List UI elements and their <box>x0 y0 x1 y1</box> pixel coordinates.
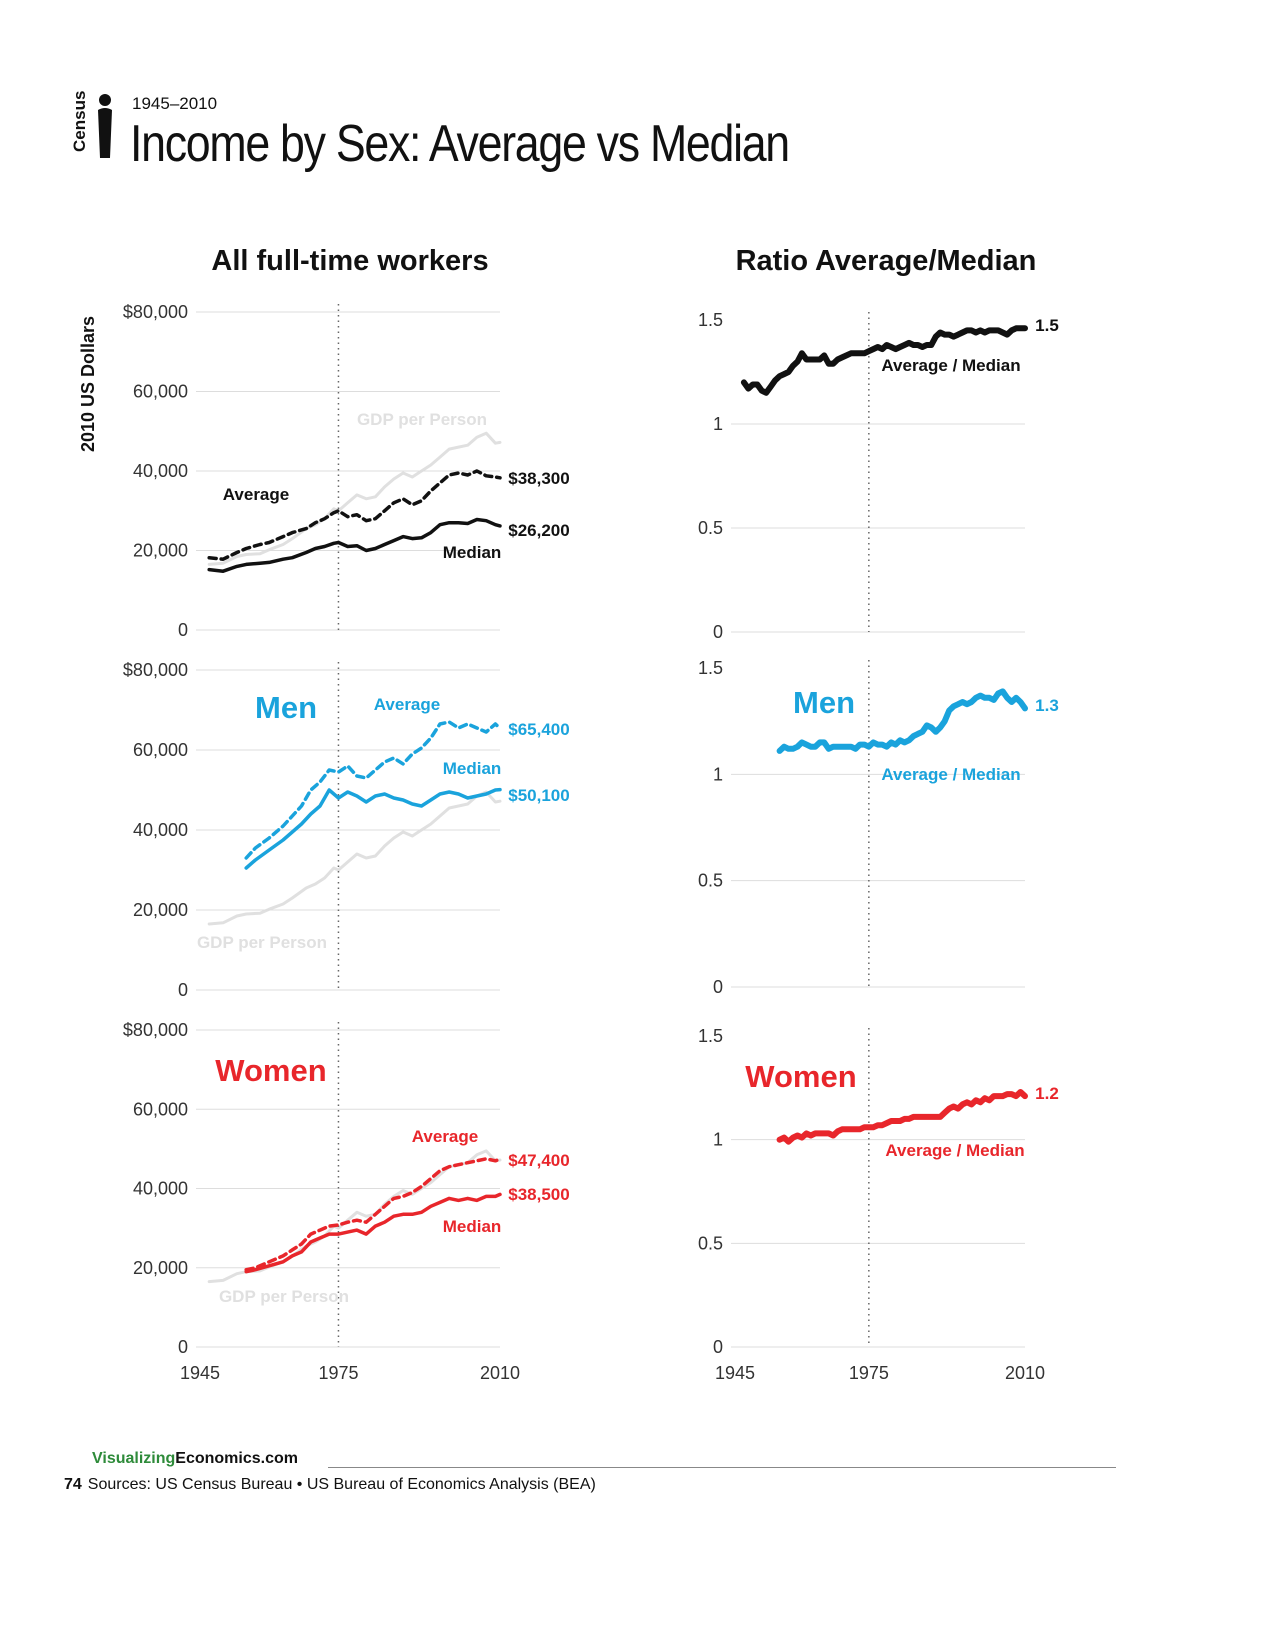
y-tick-label: 60,000 <box>133 382 188 402</box>
y-tick-label: 40,000 <box>133 461 188 481</box>
y-tick-label: 0 <box>178 620 188 640</box>
gdp-label: GDP per Person <box>197 933 327 952</box>
brand-suffix: Economics.com <box>175 1450 298 1467</box>
y-tick-label: 1.5 <box>698 658 723 678</box>
y-tick-label: 40,000 <box>133 820 188 840</box>
sources-text: Sources: US Census Bureau • US Bureau of… <box>87 1476 596 1493</box>
median-end-value: $38,500 <box>508 1185 569 1204</box>
ratio-label: Average / Median <box>885 1141 1024 1160</box>
gdp-label: GDP per Person <box>357 410 487 429</box>
y-tick-label: $80,000 <box>123 1020 188 1040</box>
ratio-end-value: 1.5 <box>1035 316 1059 335</box>
y-tick-label: 0 <box>178 980 188 1000</box>
group-label: Women <box>215 1053 326 1088</box>
average-end-value: $47,400 <box>508 1151 569 1170</box>
y-tick-label: 60,000 <box>133 1099 188 1119</box>
person-icon <box>98 94 112 158</box>
y-tick-label: 60,000 <box>133 740 188 760</box>
average-end-value: $38,300 <box>508 469 569 488</box>
footer-brand[interactable]: VisualizingEconomics.com <box>92 1450 298 1468</box>
census-logo: Census <box>70 91 126 172</box>
brand-prefix: Visualizing <box>92 1450 176 1467</box>
group-label: Men <box>255 690 317 725</box>
y-tick-label: 1 <box>713 1130 723 1150</box>
x-tick-label: 1975 <box>849 1363 889 1383</box>
x-tick-label: 1945 <box>715 1363 755 1383</box>
ratio-line <box>776 1089 1028 1145</box>
average-line <box>244 720 502 860</box>
y-tick-label: 0.5 <box>698 518 723 538</box>
x-tick-label: 1975 <box>318 1363 358 1383</box>
y-tick-label: 1.5 <box>698 1026 723 1046</box>
y-axis-label: 2010 US Dollars <box>78 316 98 452</box>
ratio-line <box>740 325 1028 396</box>
average-label: Average <box>374 695 440 714</box>
y-tick-label: 1 <box>713 414 723 434</box>
page-title: Income by Sex: Average vs Median <box>130 115 790 173</box>
ratio-end-value: 1.2 <box>1035 1084 1059 1103</box>
y-tick-label: 20,000 <box>133 541 188 561</box>
y-tick-label: 0 <box>178 1337 188 1357</box>
median-label: Median <box>443 759 502 778</box>
year-range: 1945–2010 <box>132 94 218 113</box>
y-tick-label: 0.5 <box>698 871 723 891</box>
median-line <box>244 787 502 870</box>
gdp-line <box>207 431 502 566</box>
ratio-end-value: 1.3 <box>1035 696 1059 715</box>
page-number: 74 <box>64 1476 82 1493</box>
y-tick-label: 40,000 <box>133 1179 188 1199</box>
ratio-label: Average / Median <box>881 356 1020 375</box>
y-tick-label: 20,000 <box>133 900 188 920</box>
right-column-title: Ratio Average/Median <box>736 245 1037 277</box>
y-tick-label: 20,000 <box>133 1258 188 1278</box>
median-line <box>244 1192 502 1274</box>
y-tick-label: 0 <box>713 622 723 642</box>
ratio-label: Average / Median <box>881 765 1020 784</box>
x-tick-label: 2010 <box>480 1363 520 1383</box>
gdp-line <box>207 790 502 926</box>
y-tick-label: 0 <box>713 977 723 997</box>
average-label: Average <box>412 1127 478 1146</box>
average-line <box>244 1157 502 1272</box>
average-end-value: $65,400 <box>508 720 569 739</box>
left-column-title: All full-time workers <box>211 245 488 277</box>
footer-sources: 74 Sources: US Census Bureau • US Bureau … <box>64 1476 596 1494</box>
y-tick-label: $80,000 <box>123 660 188 680</box>
average-line <box>207 469 502 561</box>
median-end-value: $26,200 <box>508 521 569 540</box>
median-line <box>207 517 502 573</box>
footer-rule <box>328 1467 1116 1468</box>
y-tick-label: 0.5 <box>698 1233 723 1253</box>
group-label: Women <box>745 1059 856 1094</box>
y-tick-label: 0 <box>713 1337 723 1357</box>
gdp-label: GDP per Person <box>219 1287 349 1306</box>
y-tick-label: 1 <box>713 764 723 784</box>
x-tick-label: 1945 <box>180 1363 220 1383</box>
median-label: Median <box>443 1217 502 1236</box>
median-label: Median <box>443 543 502 562</box>
x-tick-label: 2010 <box>1005 1363 1045 1383</box>
group-label: Men <box>793 685 855 720</box>
median-end-value: $50,100 <box>508 786 569 805</box>
income-chart: All full-time workers Ratio Average/Media… <box>78 245 1059 1383</box>
y-tick-label: $80,000 <box>123 302 188 322</box>
ratio-line <box>776 688 1028 754</box>
y-tick-label: 1.5 <box>698 310 723 330</box>
average-label: Average <box>223 485 289 504</box>
